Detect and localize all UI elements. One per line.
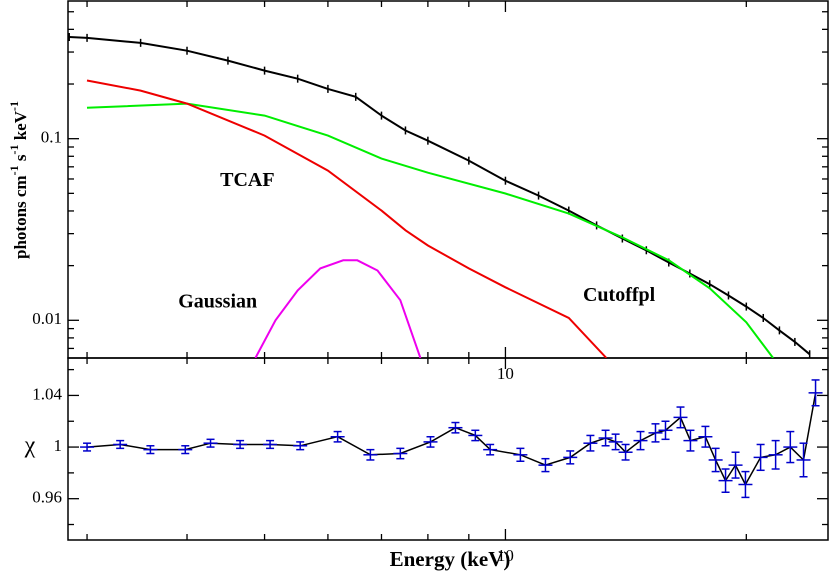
residual-line [86, 392, 817, 487]
y-label-part: keV [11, 110, 30, 144]
x-axis-label: Energy (keV) [390, 547, 511, 571]
y-label-part: s [11, 154, 30, 165]
y-tick-label: 0.01 [32, 309, 62, 328]
model-line [86, 79, 608, 358]
annotation: Cutoffpl [583, 284, 656, 306]
bottom-frame [67, 357, 829, 541]
annotation: TCAF [220, 169, 274, 191]
y-label-sup: -1 [7, 145, 21, 155]
y-tick-label: 0.96 [32, 488, 62, 507]
x-tick-label: 10 [497, 364, 514, 383]
annotation: Gaussian [178, 290, 257, 312]
y-axis-label: photons cm-1 s-1 keV-1 [7, 101, 30, 259]
model-line [69, 36, 811, 356]
y-label-part: photons cm [11, 175, 30, 259]
residual-label: χ [24, 433, 36, 459]
model-line [86, 102, 774, 358]
y-label-sup: -1 [7, 165, 21, 175]
y-tick-label: 1.04 [32, 384, 62, 403]
x-tick-label: 10 [497, 546, 514, 565]
y-label-sup: -1 [7, 101, 21, 111]
y-tick-label: 1 [54, 436, 63, 455]
model-line [254, 259, 422, 358]
y-tick-label: 0.1 [41, 128, 62, 147]
